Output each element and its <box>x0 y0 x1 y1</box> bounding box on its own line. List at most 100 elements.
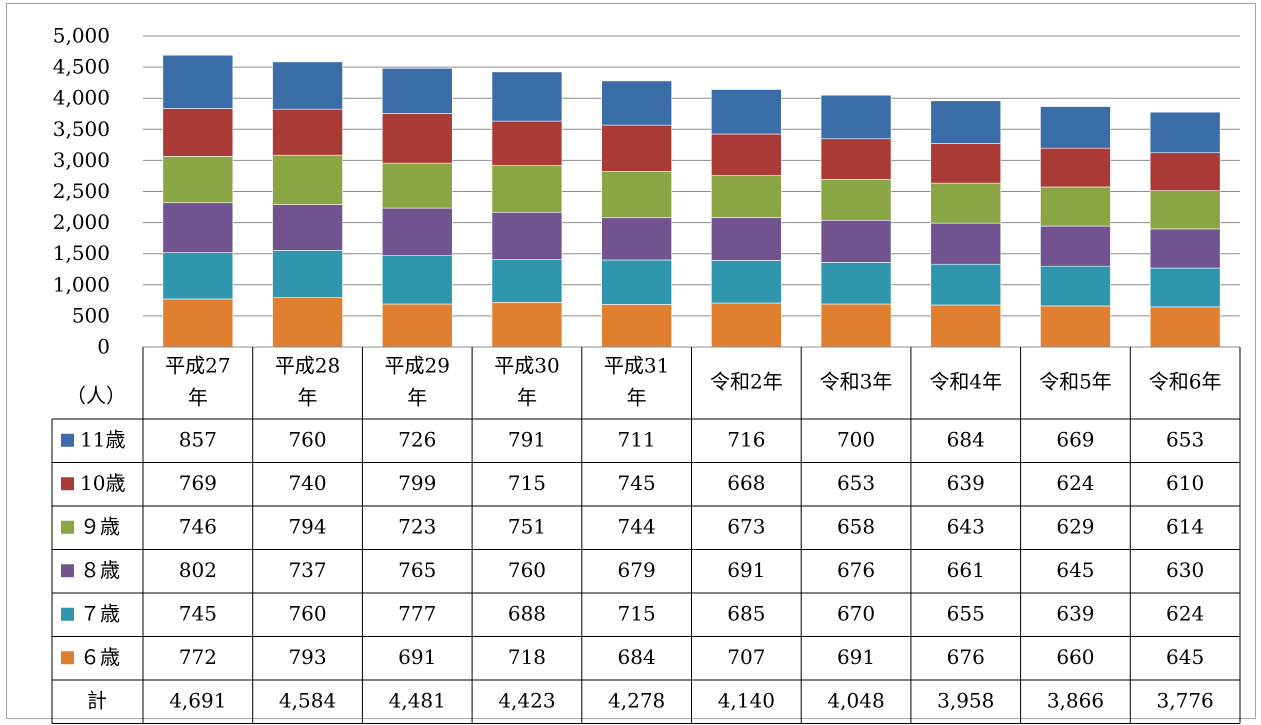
bar-segment <box>491 165 563 213</box>
total-cell: 4,278 <box>608 688 665 712</box>
table-cell: 777 <box>398 601 436 625</box>
bar-segment <box>711 260 782 304</box>
table-cell: 629 <box>1056 514 1094 538</box>
chart-frame <box>6 3 1256 719</box>
table-cell: 715 <box>508 471 546 495</box>
bar-segment <box>272 108 343 156</box>
category-label: 平成29 <box>385 354 450 378</box>
bar-segment <box>711 175 782 218</box>
table-cell: 655 <box>947 601 985 625</box>
legend-swatch <box>61 433 74 447</box>
series-label: 11歳 <box>80 427 125 451</box>
bar-segment <box>272 250 343 298</box>
table-cell: 630 <box>1166 558 1204 582</box>
table-cell: 645 <box>1166 645 1204 669</box>
table-cell: 744 <box>618 514 656 538</box>
bar-segment <box>272 154 343 205</box>
bar-segment <box>1149 228 1221 269</box>
bar-segment <box>162 252 234 300</box>
table-cell: 645 <box>1056 558 1094 582</box>
category-label: 令和6年 <box>1149 370 1222 394</box>
y-tick-label: 3,500 <box>53 117 110 141</box>
table-cell: 726 <box>398 427 436 451</box>
bar-segment <box>930 182 1002 224</box>
bar-segment <box>930 222 1002 265</box>
bar-segment <box>491 71 563 122</box>
table-cell: 715 <box>618 601 656 625</box>
bar-segment <box>820 303 892 348</box>
y-tick-label: 500 <box>72 303 110 327</box>
bar-segment <box>930 100 1002 144</box>
category-label: 平成28 <box>275 354 340 378</box>
legend-swatch <box>61 564 74 578</box>
bar-segment <box>1149 306 1221 348</box>
y-tick-label: 4,000 <box>53 86 110 110</box>
bar-segment <box>491 259 563 303</box>
table-cell: 684 <box>618 645 656 669</box>
bar-segment <box>491 211 563 260</box>
table-cell: 765 <box>398 558 436 582</box>
table-cell: 673 <box>727 514 765 538</box>
table-cell: 691 <box>727 558 765 582</box>
bar-segment <box>162 54 234 109</box>
bar-segment <box>162 202 234 253</box>
table-cell: 676 <box>947 645 985 669</box>
y-tick-label: 1,000 <box>53 272 110 296</box>
bar-segment <box>272 297 343 348</box>
bar-segment <box>1040 225 1111 267</box>
total-cell: 4,584 <box>279 688 336 712</box>
table-cell: 691 <box>837 645 875 669</box>
bar-segment <box>601 80 672 126</box>
table-cell: 751 <box>508 514 546 538</box>
category-label: 年 <box>298 386 318 410</box>
category-label: 年 <box>188 386 208 410</box>
table-cell: 685 <box>727 601 765 625</box>
table-cell: 684 <box>947 427 985 451</box>
table-cell: 688 <box>508 601 546 625</box>
bar-segment <box>1149 267 1221 308</box>
table-cell: 716 <box>727 427 765 451</box>
table-cell: 802 <box>179 558 217 582</box>
total-cell: 4,481 <box>389 688 446 712</box>
bar-segment <box>601 124 672 172</box>
bar-segment <box>491 120 563 166</box>
bar-segment <box>1040 106 1111 149</box>
table-cell: 610 <box>1166 471 1204 495</box>
table-cell: 660 <box>1056 645 1094 669</box>
y-tick-label: 2,500 <box>53 179 110 203</box>
bar-segment <box>930 143 1002 184</box>
table-cell: 737 <box>288 558 326 582</box>
table-cell: 746 <box>179 514 217 538</box>
table-cell: 793 <box>288 645 326 669</box>
table-cell: 624 <box>1166 601 1204 625</box>
table-cell: 653 <box>837 471 875 495</box>
table-cell: 769 <box>179 471 217 495</box>
bar-segment <box>1040 147 1111 188</box>
table-cell: 760 <box>288 601 326 625</box>
table-cell: 670 <box>837 601 875 625</box>
category-label: 令和5年 <box>1039 370 1112 394</box>
table-cell: 772 <box>179 645 217 669</box>
table-cell: 760 <box>288 427 326 451</box>
table-cell: 661 <box>947 558 985 582</box>
category-label: 年 <box>407 386 427 410</box>
bar-segment <box>381 255 453 305</box>
total-cell: 4,423 <box>498 688 555 712</box>
table-cell: 624 <box>1056 471 1094 495</box>
bar-segment <box>1040 265 1111 307</box>
y-tick-label: 3,000 <box>53 148 110 172</box>
series-label: ６歳 <box>80 645 120 669</box>
bar-segment <box>820 94 892 140</box>
table-cell: 614 <box>1166 514 1204 538</box>
table-cell: 669 <box>1056 427 1094 451</box>
total-cell: 4,691 <box>169 688 226 712</box>
bar-segment <box>930 304 1002 348</box>
series-label: 10歳 <box>80 471 125 495</box>
table-cell: 857 <box>179 427 217 451</box>
bar-segment <box>601 217 672 261</box>
bar-segment <box>820 138 892 180</box>
bar-segment <box>820 179 892 221</box>
table-cell: 740 <box>288 471 326 495</box>
table-cell: 643 <box>947 514 985 538</box>
bar-segment <box>711 302 782 348</box>
